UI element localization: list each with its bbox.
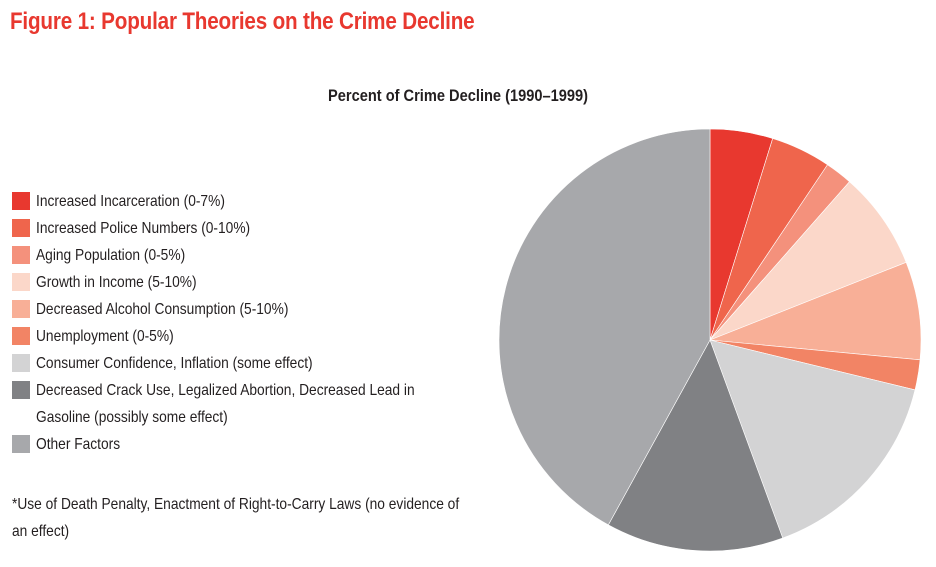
legend-item-incarceration: Increased Incarceration (0-7%) — [12, 188, 482, 215]
legend-swatch — [12, 246, 30, 264]
legend-label: Other Factors — [36, 436, 121, 453]
pie-slice-consumer — [709, 339, 916, 539]
legend-item-consumer: Consumer Confidence, Inflation (some eff… — [12, 350, 482, 377]
legend-swatch — [12, 435, 30, 453]
legend-swatch — [12, 219, 30, 237]
figure-title: Figure 1: Popular Theories on the Crime … — [10, 8, 475, 35]
legend-swatch — [12, 381, 30, 399]
legend-label: Decreased Crack Use, Legalized Abortion,… — [36, 382, 415, 426]
pie-slice-crack — [607, 339, 784, 552]
legend-item-alcohol: Decreased Alcohol Consumption (5-10%) — [12, 296, 482, 323]
legend-swatch — [12, 273, 30, 291]
chart-title: Percent of Crime Decline (1990–1999) — [328, 86, 589, 105]
legend-label: Increased Incarceration (0-7%) — [36, 193, 225, 210]
legend-swatch — [12, 300, 30, 318]
legend-label: Aging Population (0-5%) — [36, 247, 186, 264]
pie-slice-income — [709, 181, 907, 341]
legend-item-crack: Decreased Crack Use, Legalized Abortion,… — [12, 377, 482, 431]
legend-item-unemployment: Unemployment (0-5%) — [12, 323, 482, 350]
legend-item-other: Other Factors — [12, 431, 482, 458]
pie-slice-alcohol — [709, 261, 922, 361]
footnote: *Use of Death Penalty, Enactment of Righ… — [12, 496, 460, 540]
legend-swatch — [12, 354, 30, 372]
legend-item-aging: Aging Population (0-5%) — [12, 242, 482, 269]
legend-label: Consumer Confidence, Inflation (some eff… — [36, 355, 313, 372]
legend-label: Decreased Alcohol Consumption (5-10%) — [36, 301, 289, 318]
legend-label: Increased Police Numbers (0-10%) — [36, 220, 251, 237]
legend-label: Growth in Income (5-10%) — [36, 274, 197, 291]
legend-label: Unemployment (0-5%) — [36, 328, 174, 345]
legend-item-income: Growth in Income (5-10%) — [12, 269, 482, 296]
pie-slice-other — [498, 128, 711, 526]
legend-swatch — [12, 327, 30, 345]
legend-item-police: Increased Police Numbers (0-10%) — [12, 215, 482, 242]
legend: Increased Incarceration (0-7%) Increased… — [12, 188, 482, 458]
legend-swatch — [12, 192, 30, 210]
